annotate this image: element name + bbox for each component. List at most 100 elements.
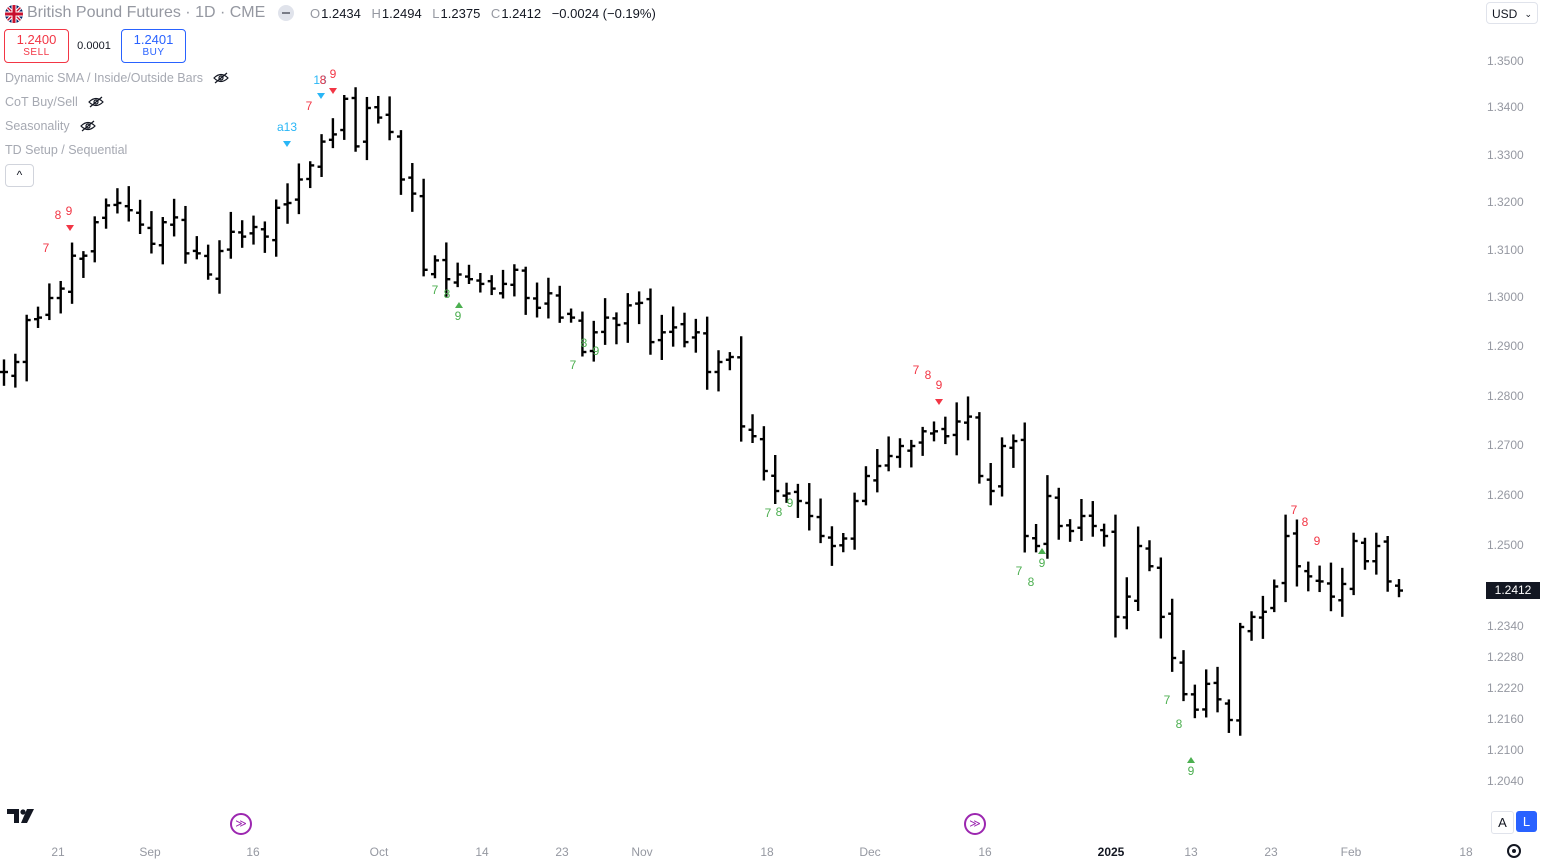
price-axis-label: 1.2280 <box>1487 650 1524 664</box>
time-axis-label: Sep <box>139 845 161 859</box>
td-arrow-down-icon <box>935 399 943 405</box>
ohlc-bar <box>362 96 371 161</box>
low-value: 1.2375 <box>440 6 481 21</box>
ohlc-bar <box>567 308 576 323</box>
chevron-up-icon: ^ <box>16 168 23 182</box>
low-label: L <box>432 6 440 21</box>
ohlc-bar <box>635 291 644 325</box>
ohlc-bar <box>306 161 315 189</box>
ohlc-bar <box>680 312 689 348</box>
ohlc-bar <box>691 318 700 353</box>
ohlc-bar <box>192 236 201 260</box>
time-axis-label: 16 <box>978 845 992 859</box>
eye-hidden-icon[interactable] <box>213 72 229 84</box>
price-axis-label: 1.3400 <box>1487 100 1524 114</box>
ohlc-bar <box>533 282 542 318</box>
ohlc-bar <box>578 311 587 357</box>
ohlc-bar <box>68 242 77 304</box>
ohlc-bar <box>725 352 734 371</box>
td-buy-setup-label: 7 <box>1016 564 1023 578</box>
td-sell-setup-label: 9 <box>330 67 337 81</box>
price-axis-label: 1.2160 <box>1487 712 1524 726</box>
ohlc-bar <box>181 205 190 264</box>
indicator-row-seasonality[interactable]: Seasonality <box>5 119 96 133</box>
ohlc-bar <box>1315 565 1324 593</box>
price-axis-label: 1.2800 <box>1487 389 1524 403</box>
ohlc-bar <box>442 242 451 297</box>
td-arrow-up-icon <box>1038 548 1046 554</box>
open-value: 1.2434 <box>321 6 361 21</box>
ohlc-bar <box>1292 519 1301 587</box>
ohlc-bar <box>1043 475 1052 559</box>
time-axis-label: 18 <box>1459 845 1473 859</box>
ohlc-bar <box>907 439 916 468</box>
time-axis-label: 16 <box>246 845 260 859</box>
ohlc-bar <box>102 198 111 229</box>
ohlc-bar <box>1202 669 1211 718</box>
high-value: 1.2494 <box>381 6 422 21</box>
td-arrow-down-icon <box>317 93 325 99</box>
ohlc-bar <box>521 266 530 315</box>
td-sell-setup-label: 7 <box>1291 503 1298 517</box>
td-buy-setup-label: 7 <box>432 283 439 297</box>
ohlc-bar <box>385 96 394 141</box>
ohlc-bar <box>1179 650 1188 702</box>
price-axis-label: 1.3500 <box>1487 54 1524 68</box>
td-buy-setup-label: 7 <box>1164 693 1171 707</box>
ohlc-bar <box>294 163 303 215</box>
ohlc-bar <box>827 526 836 566</box>
ohlc-bar <box>1020 422 1029 553</box>
ohlc-bar <box>11 353 20 388</box>
indicator-row-cot[interactable]: CoT Buy/Sell <box>5 95 104 109</box>
ohlc-bar <box>340 95 349 140</box>
price-axis-label: 1.2100 <box>1487 743 1524 757</box>
ohlc-bar <box>45 283 54 321</box>
td-arrow-down-icon <box>66 225 74 231</box>
td-arrow-down-icon <box>283 141 291 147</box>
currency-selector[interactable]: USD ⌄ <box>1486 2 1538 24</box>
ohlc-bar <box>328 118 337 149</box>
ohlc-bar <box>499 269 508 299</box>
ohlc-bar <box>1349 532 1358 596</box>
buy-button[interactable]: 1.2401 BUY <box>121 29 186 63</box>
sell-label: SELL <box>23 47 50 58</box>
price-axis-label: 1.3000 <box>1487 290 1524 304</box>
indicator-row-td-sequential[interactable]: TD Setup / Sequential <box>5 143 127 157</box>
ohlc-bar <box>861 466 870 506</box>
gear-icon[interactable] <box>1507 844 1521 858</box>
ohlc-bar <box>1032 523 1041 553</box>
td-buy-setup-label: 8 <box>444 287 451 301</box>
indicator-name: Seasonality <box>5 119 70 133</box>
price-axis-label: 1.2340 <box>1487 619 1524 633</box>
hide-legend-button[interactable] <box>278 5 294 21</box>
td-sell-setup-label: 8 <box>1302 515 1309 529</box>
ohlc-bar <box>510 264 519 297</box>
ohlc-bar <box>646 288 655 355</box>
ohlc-bar <box>124 186 133 222</box>
td-buy-setup-label: 8 <box>1028 575 1035 589</box>
price-axis-label: 1.2220 <box>1487 681 1524 695</box>
ohlc-bar <box>669 306 678 347</box>
td-sell-setup-label: 7 <box>913 363 920 377</box>
auto-scale-button[interactable]: A <box>1491 811 1514 834</box>
td-buy-setup-label: 8 <box>776 505 783 519</box>
collapse-legend-button[interactable]: ^ <box>5 164 34 187</box>
ohlc-readout: O1.2434 H1.2494 L1.2375 C1.2412 −0.0024 … <box>310 6 663 21</box>
eye-hidden-icon[interactable] <box>87 96 104 108</box>
eye-hidden-icon[interactable] <box>79 120 96 132</box>
indicator-row-dynamic-sma[interactable]: Dynamic SMA / Inside/Outside Bars <box>5 71 229 85</box>
log-scale-button[interactable]: L <box>1516 811 1537 832</box>
ohlc-bar <box>1122 577 1131 630</box>
dividends-event-icon[interactable]: ≫ <box>964 813 986 835</box>
sell-button[interactable]: 1.2400 SELL <box>4 29 69 63</box>
ohlc-bar <box>1066 519 1075 542</box>
ohlc-bar <box>544 277 553 319</box>
dividends-event-icon[interactable]: ≫ <box>230 813 252 835</box>
td-buy-setup-label: 8 <box>1176 717 1183 731</box>
ohlc-bar <box>238 220 247 248</box>
ohlc-bar <box>737 336 746 442</box>
ohlc-bar <box>260 221 269 253</box>
tradingview-logo-icon[interactable] <box>7 806 39 826</box>
symbol-title[interactable]: British Pound Futures · 1D · CME <box>27 4 266 21</box>
